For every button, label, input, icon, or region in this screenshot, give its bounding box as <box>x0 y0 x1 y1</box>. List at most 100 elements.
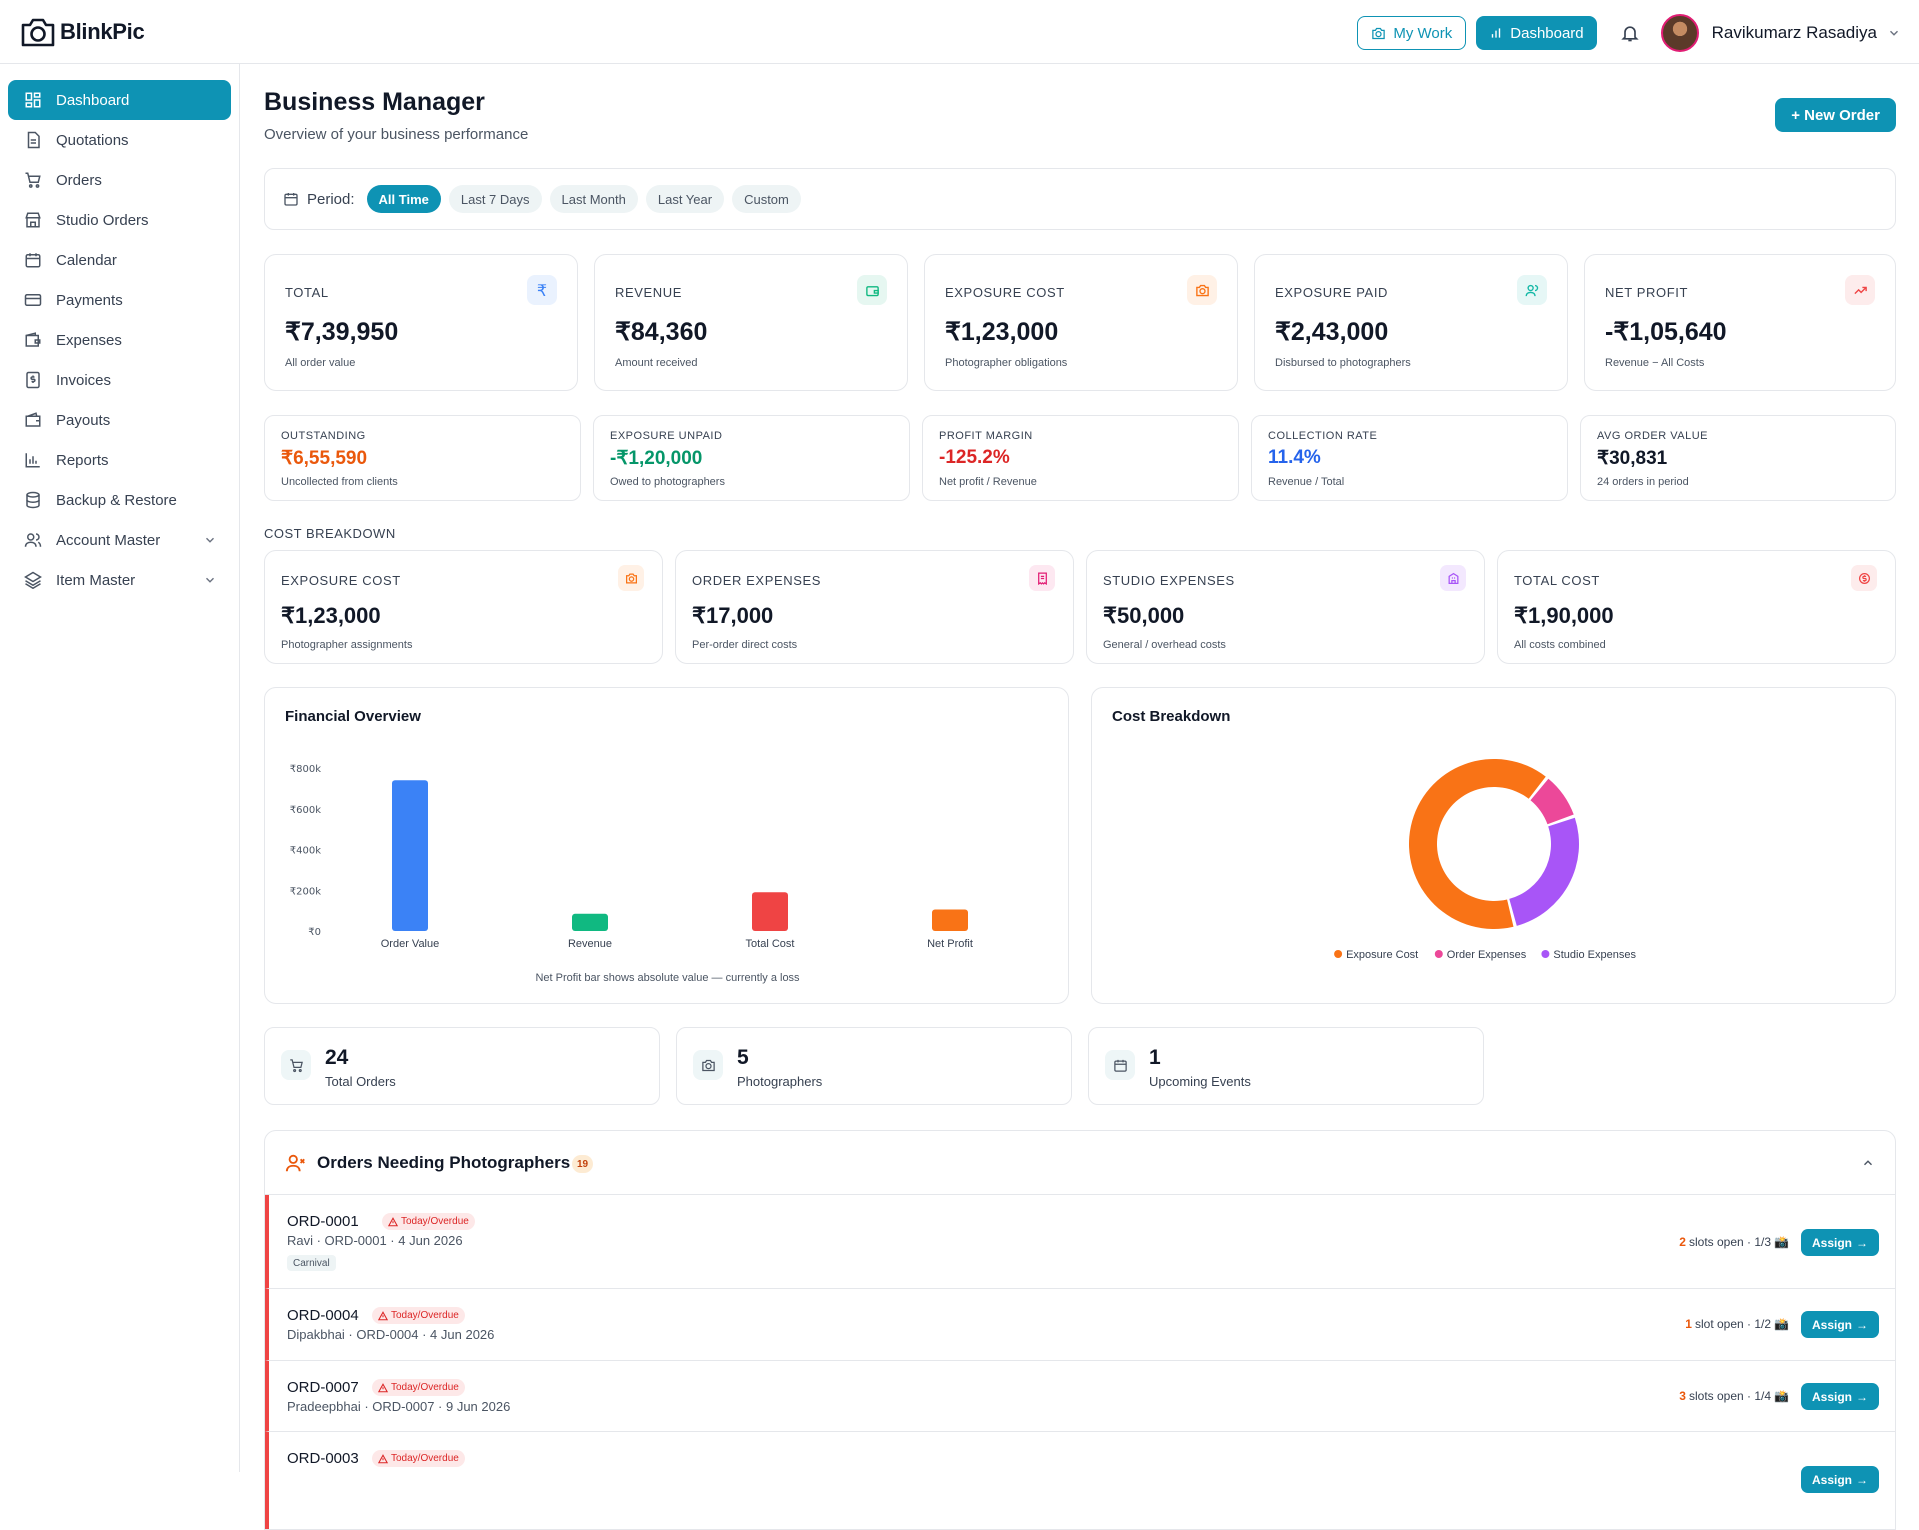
sidebar-item-studio-orders[interactable]: Studio Orders <box>8 200 231 240</box>
stat-sub: Revenue / Total <box>1268 476 1345 488</box>
stat-card-collection-rate: COLLECTION RATE 11.4% Revenue / Total <box>1251 415 1568 501</box>
cost-label: STUDIO EXPENSES <box>1103 573 1235 588</box>
trending-icon <box>1845 275 1875 305</box>
stat-value: -₹1,20,000 <box>610 448 703 469</box>
x-tick-label: Net Profit <box>927 938 973 950</box>
assign-button[interactable]: Assign → <box>1801 1466 1879 1493</box>
table-row[interactable]: ORD-0004 Today/Overdue Dipakbhai · ORD-0… <box>265 1289 1895 1361</box>
stat-sub: Owed to photographers <box>610 476 725 488</box>
cost-card-studio-expenses: STUDIO EXPENSES ₹50,000 General / overhe… <box>1086 550 1485 664</box>
chevron-down-icon[interactable] <box>203 533 217 547</box>
kpi-sub: Amount received <box>615 357 698 369</box>
assign-button[interactable]: Assign → <box>1801 1383 1879 1410</box>
stat-label: PROFIT MARGIN <box>939 430 1033 442</box>
sidebar-item-backup-restore[interactable]: Backup & Restore <box>8 480 231 520</box>
order-id[interactable]: ORD-0007 <box>287 1379 359 1396</box>
period-chip-last-month[interactable]: Last Month <box>549 185 638 213</box>
slots-text: slots open · 1/3 <box>1688 1235 1772 1249</box>
kpi-sub: Disbursed to photographers <box>1275 357 1411 369</box>
kpi-card-total: TOTAL ₹ ₹7,39,950 All order value <box>264 254 578 391</box>
stat-card-exposure-unpaid: EXPOSURE UNPAID -₹1,20,000 Owed to photo… <box>593 415 910 501</box>
warning-icon <box>378 1382 388 1392</box>
cost-card-total: TOTAL COST ₹1,90,000 All costs combined <box>1497 550 1896 664</box>
sidebar-item-invoices[interactable]: Invoices <box>8 360 231 400</box>
summary-value: 24 <box>325 1046 349 1069</box>
cost-value: ₹1,90,000 <box>1514 603 1614 628</box>
section-header[interactable]: Orders Needing Photographers 19 <box>265 1131 1895 1195</box>
sidebar-item-label: Reports <box>56 451 109 469</box>
sidebar-item-payments[interactable]: Payments <box>8 280 231 320</box>
table-row[interactable]: ORD-0003 Today/Overdue Assign → <box>265 1432 1895 1529</box>
user-name[interactable]: Ravikumarz Rasadiya <box>1711 23 1877 42</box>
status-badge: Today/Overdue <box>372 1307 465 1324</box>
users-icon <box>1517 275 1547 305</box>
period-chip-last-year[interactable]: Last Year <box>645 185 725 213</box>
cost-card-order-expenses: ORDER EXPENSES ₹17,000 Per-order direct … <box>675 550 1074 664</box>
document-icon <box>27 131 40 149</box>
sidebar-item-calendar[interactable]: Calendar <box>8 240 231 280</box>
summary-card-upcoming-events[interactable]: 1 Upcoming Events <box>1088 1027 1484 1105</box>
cost-value: ₹50,000 <box>1103 603 1185 628</box>
sidebar: Dashboard Quotations Orders Studio Order… <box>0 64 240 1472</box>
sidebar-item-payouts[interactable]: Payouts <box>8 400 231 440</box>
my-work-button[interactable]: My Work <box>1357 16 1467 50</box>
period-chip-custom[interactable]: Custom <box>732 185 801 213</box>
financial-overview-note: Net Profit bar shows absolute value — cu… <box>535 972 800 984</box>
warning-icon <box>388 1216 398 1226</box>
sidebar-item-reports[interactable]: Reports <box>8 440 231 480</box>
new-order-button[interactable]: + New Order <box>1775 98 1896 132</box>
chevron-down-icon[interactable] <box>1887 26 1901 40</box>
warning-icon <box>378 1310 388 1320</box>
kpi-label: EXPOSURE COST <box>945 285 1065 300</box>
order-id[interactable]: ORD-0001 <box>287 1213 359 1230</box>
chevron-down-icon[interactable] <box>203 573 217 587</box>
legend-marker <box>1541 950 1550 958</box>
cost-value: ₹17,000 <box>692 603 774 628</box>
summary-card-photographers[interactable]: 5 Photographers <box>676 1027 1072 1105</box>
sidebar-item-dashboard[interactable]: Dashboard <box>8 80 231 120</box>
sidebar-item-account-master[interactable]: Account Master <box>8 520 231 560</box>
table-row[interactable]: ORD-0001 Today/Overdue Ravi · ORD-0001 ·… <box>265 1195 1895 1289</box>
cost-breakdown-heading: COST BREAKDOWN <box>264 526 396 541</box>
period-chip-last-7-days[interactable]: Last 7 Days <box>448 185 542 213</box>
arrow-right-icon: → <box>1856 1389 1868 1404</box>
sidebar-item-label: Dashboard <box>56 91 130 109</box>
sidebar-item-item-master[interactable]: Item Master <box>8 560 231 600</box>
avatar[interactable] <box>1660 14 1699 52</box>
sidebar-item-expenses[interactable]: Expenses <box>8 320 231 360</box>
bar-chart-icon <box>25 453 40 468</box>
sidebar-item-label: Quotations <box>56 131 129 149</box>
app-logo[interactable]: BlinkPic <box>20 16 145 48</box>
summary-card-orders[interactable]: 24 Total Orders <box>264 1027 660 1105</box>
stat-sub: Uncollected from clients <box>281 476 398 488</box>
assign-button[interactable]: Assign → <box>1801 1229 1879 1256</box>
arrow-right-icon: → <box>1856 1235 1868 1250</box>
chevron-up-icon[interactable] <box>1861 1156 1875 1170</box>
legend-marker <box>1434 950 1443 958</box>
financial-overview-title: Financial Overview <box>285 708 421 725</box>
assign-button[interactable]: Assign → <box>1801 1311 1879 1338</box>
notifications-button[interactable] <box>1613 16 1647 50</box>
dashboard-button[interactable]: Dashboard <box>1476 16 1597 50</box>
cost-breakdown-panel: Cost Breakdown Exposure Cost Order Expens… <box>1091 687 1896 1004</box>
period-chip-all-time[interactable]: All Time <box>366 185 441 213</box>
camera-emoji-icon: 📸 <box>1774 1235 1789 1249</box>
order-id[interactable]: ORD-0003 <box>287 1450 359 1467</box>
financial-overview-panel: Financial Overview ₹0 ₹200k ₹400k ₹600k ₹800… <box>264 687 1069 1004</box>
order-meta: Dipakbhai · ORD-0004 · 4 Jun 2026 <box>287 1327 495 1342</box>
legend-label: Order Expenses <box>1447 949 1527 961</box>
sidebar-item-orders[interactable]: Orders <box>8 160 231 200</box>
cost-sub: Photographer assignments <box>281 639 413 651</box>
payout-icon <box>25 412 41 427</box>
database-icon <box>26 491 40 509</box>
stat-card-avg-order-value: AVG ORDER VALUE ₹30,831 24 orders in per… <box>1580 415 1896 501</box>
sidebar-item-label: Invoices <box>56 371 112 389</box>
summary-value: 5 <box>737 1046 749 1069</box>
order-id[interactable]: ORD-0004 <box>287 1307 359 1324</box>
stat-sub: 24 orders in period <box>1597 476 1689 488</box>
summary-label: Upcoming Events <box>1149 1074 1251 1089</box>
table-row[interactable]: ORD-0007 Today/Overdue Pradeepbhai · ORD… <box>265 1361 1895 1432</box>
sidebar-item-quotations[interactable]: Quotations <box>8 120 231 160</box>
kpi-label: NET PROFIT <box>1605 285 1689 300</box>
y-tick-label: ₹0 <box>308 927 321 938</box>
